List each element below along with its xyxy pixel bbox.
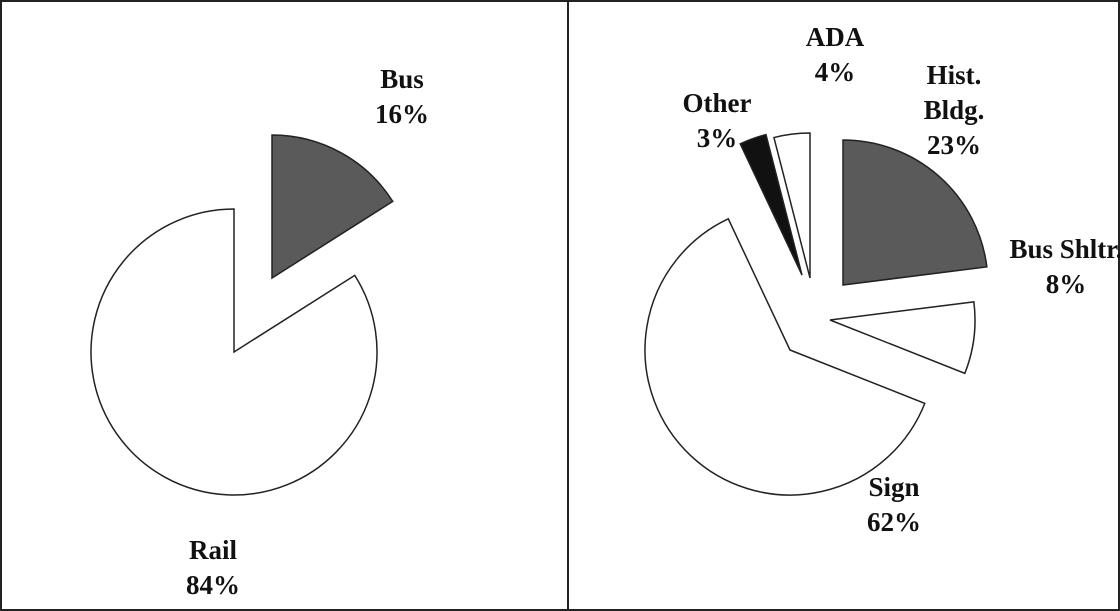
slice-label: Sign 62% (834, 470, 954, 540)
slice-label: ADA 4% (775, 20, 895, 90)
slice-label: Bus 16% (342, 62, 462, 132)
value-label: 62% (867, 507, 921, 537)
value-label: 4% (814, 57, 856, 87)
slice-label: Other 3% (657, 86, 777, 156)
category-label: Bus (380, 64, 424, 94)
value-label: 3% (696, 123, 738, 153)
pie-slice (773, 132, 811, 279)
slice-label: Bus Shltr. 8% (1006, 232, 1120, 302)
pie-slice (829, 300, 976, 375)
value-label: 84% (186, 570, 240, 600)
pie-slice (90, 208, 378, 496)
slice-label: Hist. Bldg. 23% (894, 58, 1014, 163)
category-label: Sign (868, 472, 920, 502)
category-label: Rail (188, 535, 237, 565)
value-label: 16% (375, 99, 429, 129)
category-label: ADA (805, 22, 865, 52)
pie-slice (739, 133, 803, 276)
pie-slice (842, 139, 988, 286)
pie-slice (644, 217, 926, 496)
category-label: Hist. Bldg. (923, 60, 985, 125)
slice-label: Rail 84% (153, 533, 273, 603)
value-label: 8% (1045, 269, 1087, 299)
pie-slice (271, 134, 394, 280)
category-label: Other (682, 88, 752, 118)
category-label: Bus Shltr. (1009, 234, 1120, 264)
value-label: 23% (927, 130, 981, 160)
